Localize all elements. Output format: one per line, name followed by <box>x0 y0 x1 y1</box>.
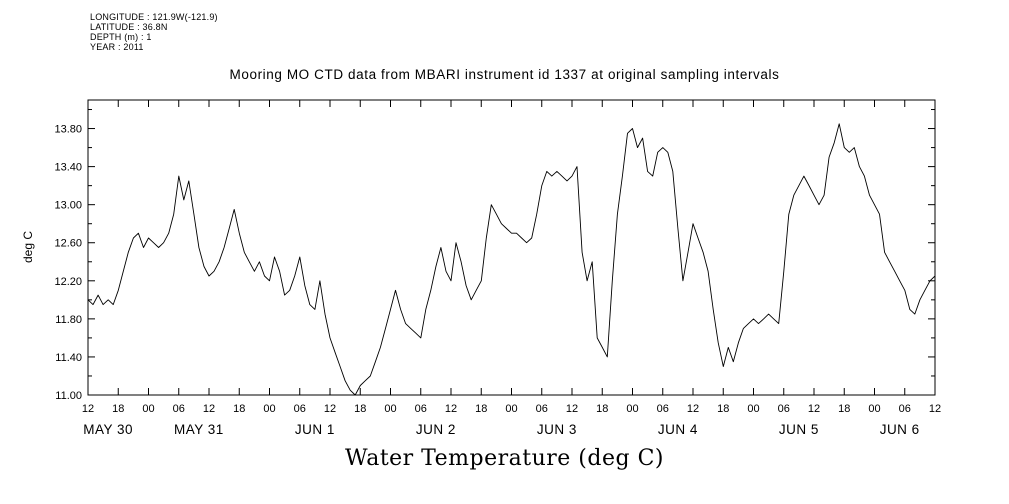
x-date-label: JUN 3 <box>537 422 577 437</box>
x-tick-label: 12 <box>445 403 457 415</box>
x-tick-label: 00 <box>626 403 638 415</box>
x-tick-label: 18 <box>717 403 729 415</box>
x-tick-label: 12 <box>929 403 941 415</box>
metadata-block: LONGITUDE : 121.9W(-121.9) LATITUDE : 36… <box>90 12 218 52</box>
x-tick-label: 12 <box>566 403 578 415</box>
x-date-label: JUN 4 <box>658 422 698 437</box>
y-tick-label: 11.40 <box>55 352 82 364</box>
x-date-label: JUN 1 <box>295 422 335 437</box>
x-tick-label: 06 <box>173 403 185 415</box>
y-tick-label: 13.40 <box>54 162 82 174</box>
x-date-label: JUN 5 <box>779 422 819 437</box>
x-tick-label: 00 <box>747 403 759 415</box>
x-tick-label: 06 <box>294 403 306 415</box>
x-tick-label: 18 <box>354 403 366 415</box>
x-axis-title: Water Temperature (deg C) <box>345 446 664 471</box>
metadata-latitude: LATITUDE : 36.8N <box>90 22 168 32</box>
plot-frame <box>87 99 936 396</box>
x-tick-label: 12 <box>203 403 215 415</box>
x-tick-label: 06 <box>657 403 669 415</box>
x-tick-label: 12 <box>324 403 336 415</box>
x-tick-label: 18 <box>475 403 487 415</box>
x-date-label: JUN 6 <box>880 422 920 437</box>
x-tick-label: 06 <box>778 403 790 415</box>
x-tick-label: 12 <box>808 403 820 415</box>
y-tick-label: 13.80 <box>54 124 82 136</box>
y-tick-label: 11.00 <box>55 390 82 402</box>
temperature-line <box>87 123 936 396</box>
x-tick-label: 00 <box>263 403 275 415</box>
metadata-longitude: LONGITUDE : 121.9W(-121.9) <box>90 12 218 22</box>
x-tick-label: 12 <box>82 403 94 415</box>
x-date-label: MAY 31 <box>174 422 224 437</box>
y-tick-label: 11.80 <box>55 314 82 326</box>
x-date-label: JUN 2 <box>416 422 456 437</box>
metadata-depth: DEPTH (m) : 1 <box>90 32 152 42</box>
x-tick-label: 18 <box>596 403 608 415</box>
y-tick-label: 12.20 <box>54 276 82 288</box>
x-tick-label: 18 <box>838 403 850 415</box>
x-date-label: MAY 30 <box>83 422 133 437</box>
x-tick-label: 12 <box>687 403 699 415</box>
x-tick-label: 06 <box>415 403 427 415</box>
x-tick-label: 18 <box>233 403 245 415</box>
x-tick-label: 06 <box>899 403 911 415</box>
metadata-year: YEAR : 2011 <box>90 42 144 52</box>
y-tick-label: 13.00 <box>54 200 82 212</box>
y-tick-label: 12.60 <box>54 238 82 250</box>
x-tick-label: 00 <box>142 403 154 415</box>
chart-title: Mooring MO CTD data from MBARI instrumen… <box>229 67 780 82</box>
x-tick-label: 00 <box>384 403 396 415</box>
x-tick-label: 00 <box>505 403 517 415</box>
x-tick-label: 06 <box>536 403 548 415</box>
x-tick-label: 18 <box>112 403 124 415</box>
x-tick-label: 00 <box>868 403 880 415</box>
